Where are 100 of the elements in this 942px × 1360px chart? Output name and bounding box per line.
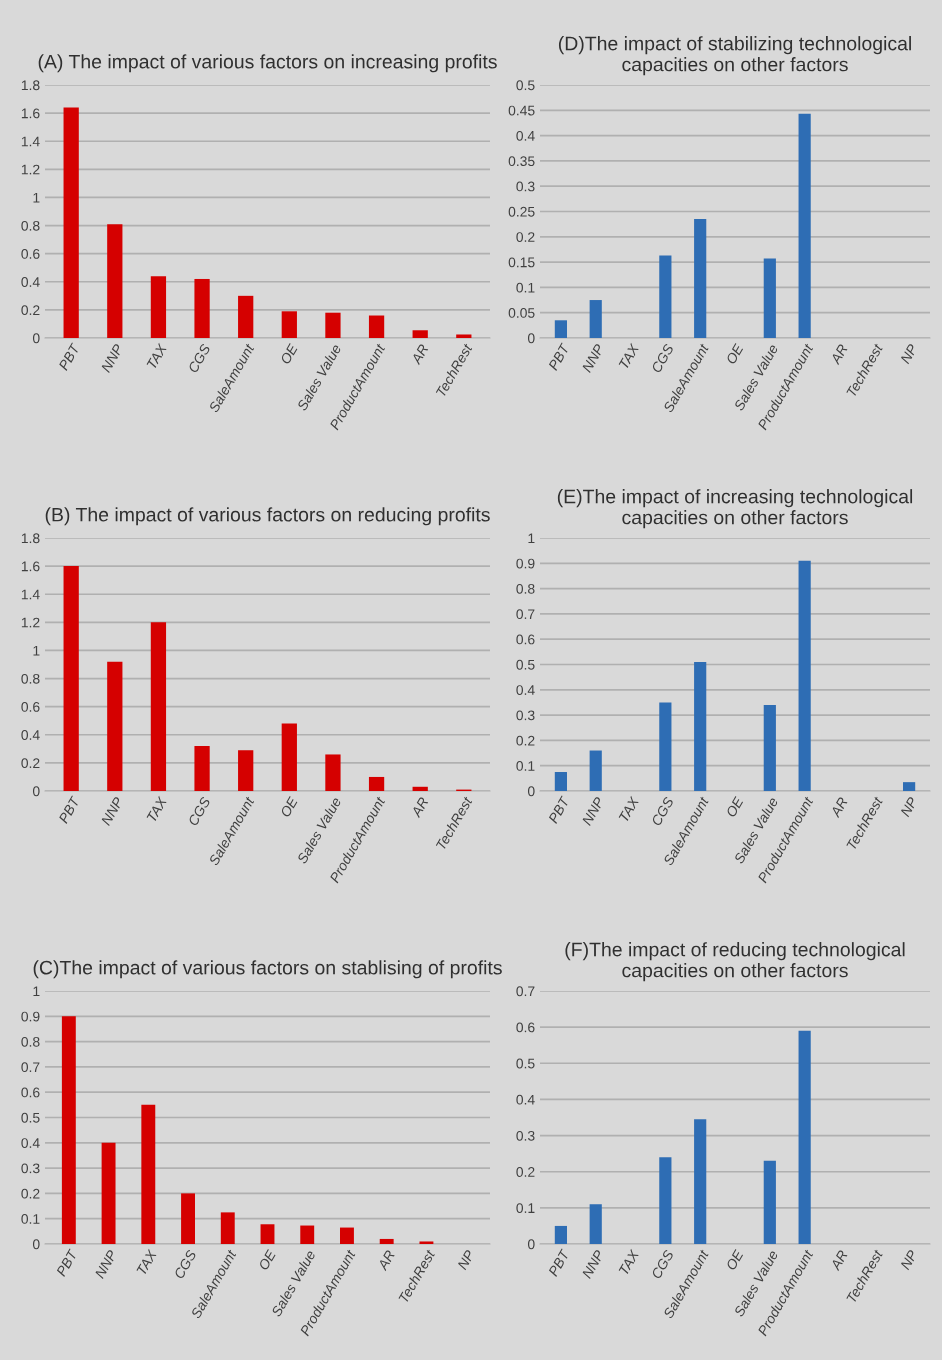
y-tick-label: 1 xyxy=(33,192,40,203)
y-tick-label: 0.6 xyxy=(516,1022,535,1033)
y-tick-label: 0.15 xyxy=(508,257,535,268)
bar xyxy=(325,312,341,338)
y-tick-label: 0.1 xyxy=(516,1203,535,1214)
bar xyxy=(368,315,385,338)
y-tick-label: 0.3 xyxy=(516,181,535,192)
bar xyxy=(659,702,672,791)
chart-title: (F)The impact of reducing technological capacities on other factors xyxy=(565,942,905,982)
bar xyxy=(589,1204,602,1244)
bar xyxy=(61,1016,76,1244)
y-tick-label: 0 xyxy=(32,1239,40,1250)
y-tick-label: 0.4 xyxy=(516,1094,535,1105)
chart-title: (E)The impact of increasing technological capacities on other factors xyxy=(557,489,913,529)
bar xyxy=(903,782,916,791)
y-tick-label: 1 xyxy=(33,986,40,997)
bar xyxy=(260,1224,275,1244)
y-tick-label: 0.4 xyxy=(516,685,535,695)
y-tick-label: 0.2 xyxy=(21,1188,40,1199)
bar xyxy=(419,1241,434,1244)
bar xyxy=(194,746,210,791)
x-tick-label: OE xyxy=(279,795,299,818)
y-tick-label: 0.3 xyxy=(516,710,535,721)
x-tick-label: OE xyxy=(725,795,744,818)
bar xyxy=(694,219,707,338)
y-tick-label: 0.2 xyxy=(21,305,40,316)
y-tick-label: 0 xyxy=(527,1239,535,1250)
y-tick-label: 0.6 xyxy=(21,249,40,259)
y-tick-label: 0.1 xyxy=(516,282,535,293)
bar xyxy=(763,1160,776,1244)
y-tick-label: 1.6 xyxy=(21,108,40,119)
y-tick-label: 0.4 xyxy=(516,130,535,141)
y-tick-label: 0.9 xyxy=(21,1011,40,1022)
bar xyxy=(798,560,811,791)
bar xyxy=(101,1142,116,1244)
y-tick-label: 1.8 xyxy=(21,533,40,544)
bar xyxy=(659,255,672,338)
y-tick-label: 0.25 xyxy=(508,206,535,217)
y-tick-label: 1 xyxy=(528,533,535,544)
bar xyxy=(181,1193,195,1244)
bar xyxy=(763,704,776,791)
y-tick-label: 0.8 xyxy=(21,220,40,231)
y-tick-label: 0.8 xyxy=(21,673,40,684)
y-tick-label: 0.1 xyxy=(21,1214,40,1224)
bar xyxy=(300,1225,315,1244)
bar xyxy=(340,1227,354,1244)
y-tick-label: 0.1 xyxy=(516,761,535,771)
bar xyxy=(63,107,79,338)
bar xyxy=(150,622,167,791)
y-tick-label: 0.4 xyxy=(21,1138,40,1148)
y-tick-label: 0.9 xyxy=(516,558,535,569)
bar xyxy=(456,334,472,338)
bar xyxy=(238,750,254,791)
x-tick-label: AR xyxy=(829,796,848,819)
y-tick-label: 0.4 xyxy=(21,730,40,740)
y-tick-label: 0 xyxy=(527,786,535,797)
bar xyxy=(368,776,385,791)
y-tick-label: 0.35 xyxy=(508,156,535,167)
bar xyxy=(554,1225,567,1244)
x-tick-label: AR xyxy=(410,796,429,819)
y-tick-label: 0.8 xyxy=(516,583,535,594)
x-tick-label: OE xyxy=(725,342,744,365)
y-tick-label: 1.4 xyxy=(21,589,40,600)
x-tick-label: NP xyxy=(900,796,918,818)
bar xyxy=(554,320,567,338)
bar xyxy=(194,278,210,338)
bar xyxy=(281,723,297,791)
bar xyxy=(141,1104,156,1244)
y-tick-label: 0.7 xyxy=(516,609,535,620)
y-tick-label: 0 xyxy=(32,333,40,344)
y-tick-label: 0 xyxy=(527,333,535,344)
bar xyxy=(238,295,254,338)
bar xyxy=(281,311,297,338)
y-tick-label: 1 xyxy=(33,645,40,656)
x-tick-label: OE xyxy=(279,342,299,365)
chart-title: (C)The impact of various factors on stablising of profits xyxy=(33,960,502,979)
x-tick-label: AR xyxy=(829,1249,848,1272)
x-tick-label: AR xyxy=(377,1249,396,1272)
bar xyxy=(589,750,602,791)
y-tick-label: 1.8 xyxy=(21,80,40,91)
bar xyxy=(325,754,341,791)
y-tick-label: 0.3 xyxy=(516,1130,535,1141)
y-tick-label: 1.4 xyxy=(21,136,40,147)
chart-title: (D)The impact of stabilizing technological capacities on other factors xyxy=(558,36,911,76)
y-tick-label: 0.2 xyxy=(21,758,40,769)
y-tick-label: 1.2 xyxy=(21,164,40,175)
y-tick-label: 0.3 xyxy=(21,1163,40,1174)
bar xyxy=(798,1030,811,1244)
y-tick-label: 0.5 xyxy=(516,1058,535,1069)
bar xyxy=(412,786,428,791)
y-tick-label: 0.5 xyxy=(516,659,535,670)
bar xyxy=(589,300,602,338)
x-tick-label: AR xyxy=(829,343,848,366)
bar xyxy=(798,113,811,338)
bar xyxy=(412,330,428,338)
y-tick-label: 0.6 xyxy=(21,702,40,712)
bar xyxy=(220,1212,235,1244)
bar xyxy=(554,772,567,791)
x-tick-label: AR xyxy=(410,343,429,366)
x-tick-label: OE xyxy=(725,1248,744,1271)
